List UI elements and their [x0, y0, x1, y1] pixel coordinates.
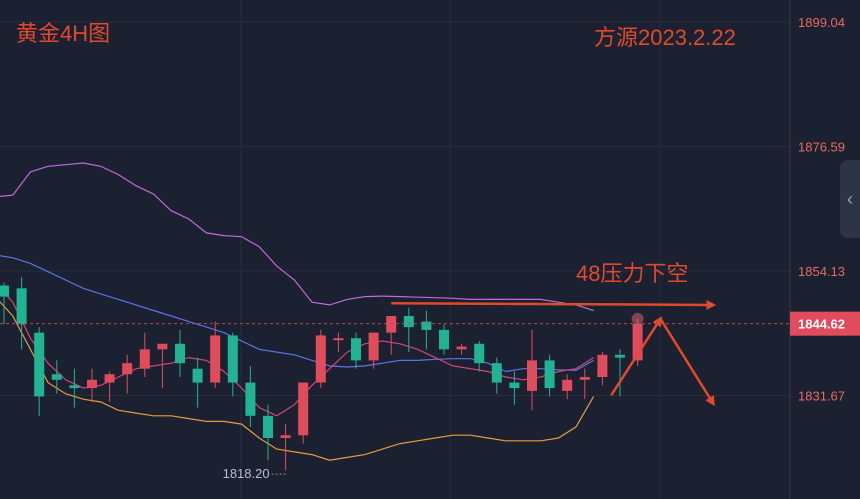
candle-body: [615, 354, 625, 358]
price-tick-label: 1831.67: [798, 388, 845, 403]
candle-body: [421, 321, 432, 330]
candle-body: [227, 335, 238, 383]
current-price-tag: [790, 311, 860, 336]
indicator-line-1: [0, 162, 594, 312]
candle-body: [16, 288, 27, 325]
price-tick-label: 1876.59: [798, 139, 845, 154]
candle-body: [245, 382, 256, 416]
annotation-arrows: [391, 299, 717, 407]
candle-body: [280, 435, 291, 439]
latest-price-glow: [631, 312, 644, 325]
candle-body: [0, 285, 9, 297]
candle-body: [386, 316, 397, 333]
candle-body: [139, 349, 150, 369]
candle-body: [351, 338, 361, 361]
candle-body: [87, 379, 97, 389]
candle-body: [157, 343, 168, 350]
rise-arrow: [610, 316, 663, 396]
candle-body: [527, 360, 537, 391]
chart-title: 黄金4H图: [16, 21, 111, 46]
candle-body: [122, 363, 133, 375]
candle-body: [263, 415, 273, 439]
candle-body: [333, 338, 344, 341]
indicator-line-2: [0, 255, 594, 373]
chart-subtitle: 方源2023.2.22: [594, 25, 736, 50]
price-tick-label: 1854.13: [798, 264, 845, 279]
candle-body: [439, 329, 449, 350]
candle-body: [509, 382, 520, 389]
candles: [0, 277, 643, 471]
annotation-text: 48压力下空: [576, 261, 689, 286]
current-price-label: 1844.62: [798, 317, 845, 332]
price-axis-background: [790, 0, 860, 499]
fall-arrow: [659, 318, 715, 407]
candle-body: [632, 323, 643, 361]
candle-body: [51, 374, 62, 380]
candle-body: [368, 332, 379, 361]
candle-body: [403, 316, 414, 328]
candle-body: [474, 343, 485, 364]
candle-body: [192, 368, 203, 383]
indicator-lines: [0, 162, 595, 461]
candle-body: [544, 360, 555, 389]
candle-body: [210, 335, 221, 383]
candle-body: [298, 382, 309, 436]
candle-body: [315, 335, 326, 383]
candle-body: [34, 332, 45, 397]
candle-body: [69, 385, 80, 389]
resistance-arrow: [391, 299, 717, 310]
price-tick-label: 1899.04: [798, 15, 845, 30]
candle-body: [579, 377, 590, 380]
low-marker-label: 1818.20: [223, 466, 270, 481]
candle-body: [562, 379, 573, 391]
candle-body: [175, 343, 185, 364]
candle-body: [597, 354, 608, 378]
candle-body: [456, 346, 467, 350]
grid-layer: [0, 0, 790, 499]
chevron-left-icon: ‹: [847, 188, 853, 209]
candle-body: [491, 363, 502, 383]
collapse-panel-button[interactable]: ‹: [840, 160, 860, 238]
candle-body: [104, 374, 115, 383]
indicator-line-4: [0, 300, 595, 461]
